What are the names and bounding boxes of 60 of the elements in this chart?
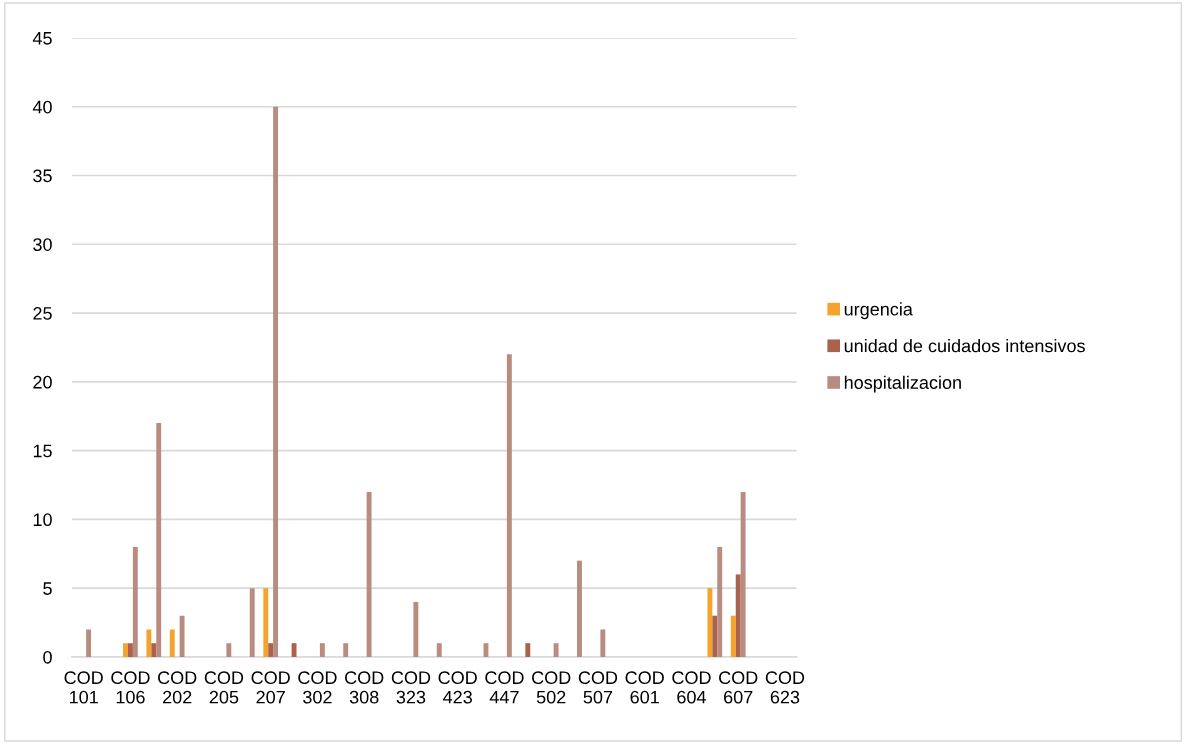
bar: [263, 588, 269, 657]
y-tick-label: 10: [33, 513, 52, 527]
x-tick-label: COD 507: [578, 671, 618, 704]
x-tick-label: COD 302: [298, 671, 337, 704]
bar: [273, 106, 279, 657]
x-tick-label: COD 205: [204, 671, 244, 704]
bar: [226, 643, 232, 657]
bar: [436, 643, 442, 657]
bar: [146, 629, 152, 657]
y-tick-label: 25: [33, 306, 52, 320]
legend-label: hospitalizacion: [844, 375, 961, 393]
bar: [249, 588, 255, 657]
x-tick-label: COD 607: [719, 671, 758, 704]
x-tick-label: COD 106: [111, 671, 150, 704]
bar: [600, 629, 606, 657]
bar: [86, 629, 92, 657]
bar: [525, 643, 531, 657]
bar: [179, 615, 185, 657]
x-tick-label: COD 323: [391, 671, 431, 704]
bar: [577, 560, 582, 657]
y-tick-label: 40: [32, 100, 52, 114]
x-tick-label: COD 623: [765, 671, 805, 704]
x-tick-label: COD 601: [625, 671, 664, 704]
bar: [127, 643, 133, 657]
bar: [132, 546, 138, 657]
bar: [151, 643, 157, 657]
bar: [319, 643, 325, 657]
y-tick-label: 45: [32, 32, 52, 45]
bar: [413, 601, 419, 657]
y-tick-label: 5: [43, 582, 52, 595]
x-tick-label: COD 308: [345, 671, 384, 704]
bar: [730, 615, 736, 657]
bar: [343, 643, 349, 657]
x-tick-label: COD 604: [672, 671, 711, 704]
y-tick-label: 15: [33, 444, 52, 458]
y-tick-label: 35: [33, 169, 52, 183]
bar: [291, 643, 297, 657]
bar: [717, 546, 723, 657]
bar: [169, 629, 175, 657]
y-tick-label: 30: [33, 238, 52, 251]
x-tick-label: COD 207: [251, 671, 290, 704]
x-tick-label: COD 101: [64, 671, 103, 704]
x-tick-label: COD 202: [158, 671, 197, 704]
x-tick-label: COD 423: [438, 671, 477, 704]
legend-label: unidad de cuidados intensivos: [844, 339, 1085, 353]
bar: [735, 574, 741, 657]
legend-label: urgencia: [844, 302, 913, 320]
y-tick-label: 0: [43, 650, 52, 664]
bar: [268, 643, 274, 657]
y-tick-label: 20: [33, 375, 52, 389]
bar: [506, 354, 512, 657]
bar: [123, 643, 128, 657]
bar: [712, 615, 718, 657]
bar: [553, 643, 559, 657]
x-tick-label: COD 502: [532, 671, 571, 704]
bar: [156, 423, 162, 657]
bar: [707, 588, 713, 657]
x-tick-label: COD 447: [485, 671, 524, 704]
bar: [366, 491, 372, 657]
bar: [740, 491, 746, 657]
